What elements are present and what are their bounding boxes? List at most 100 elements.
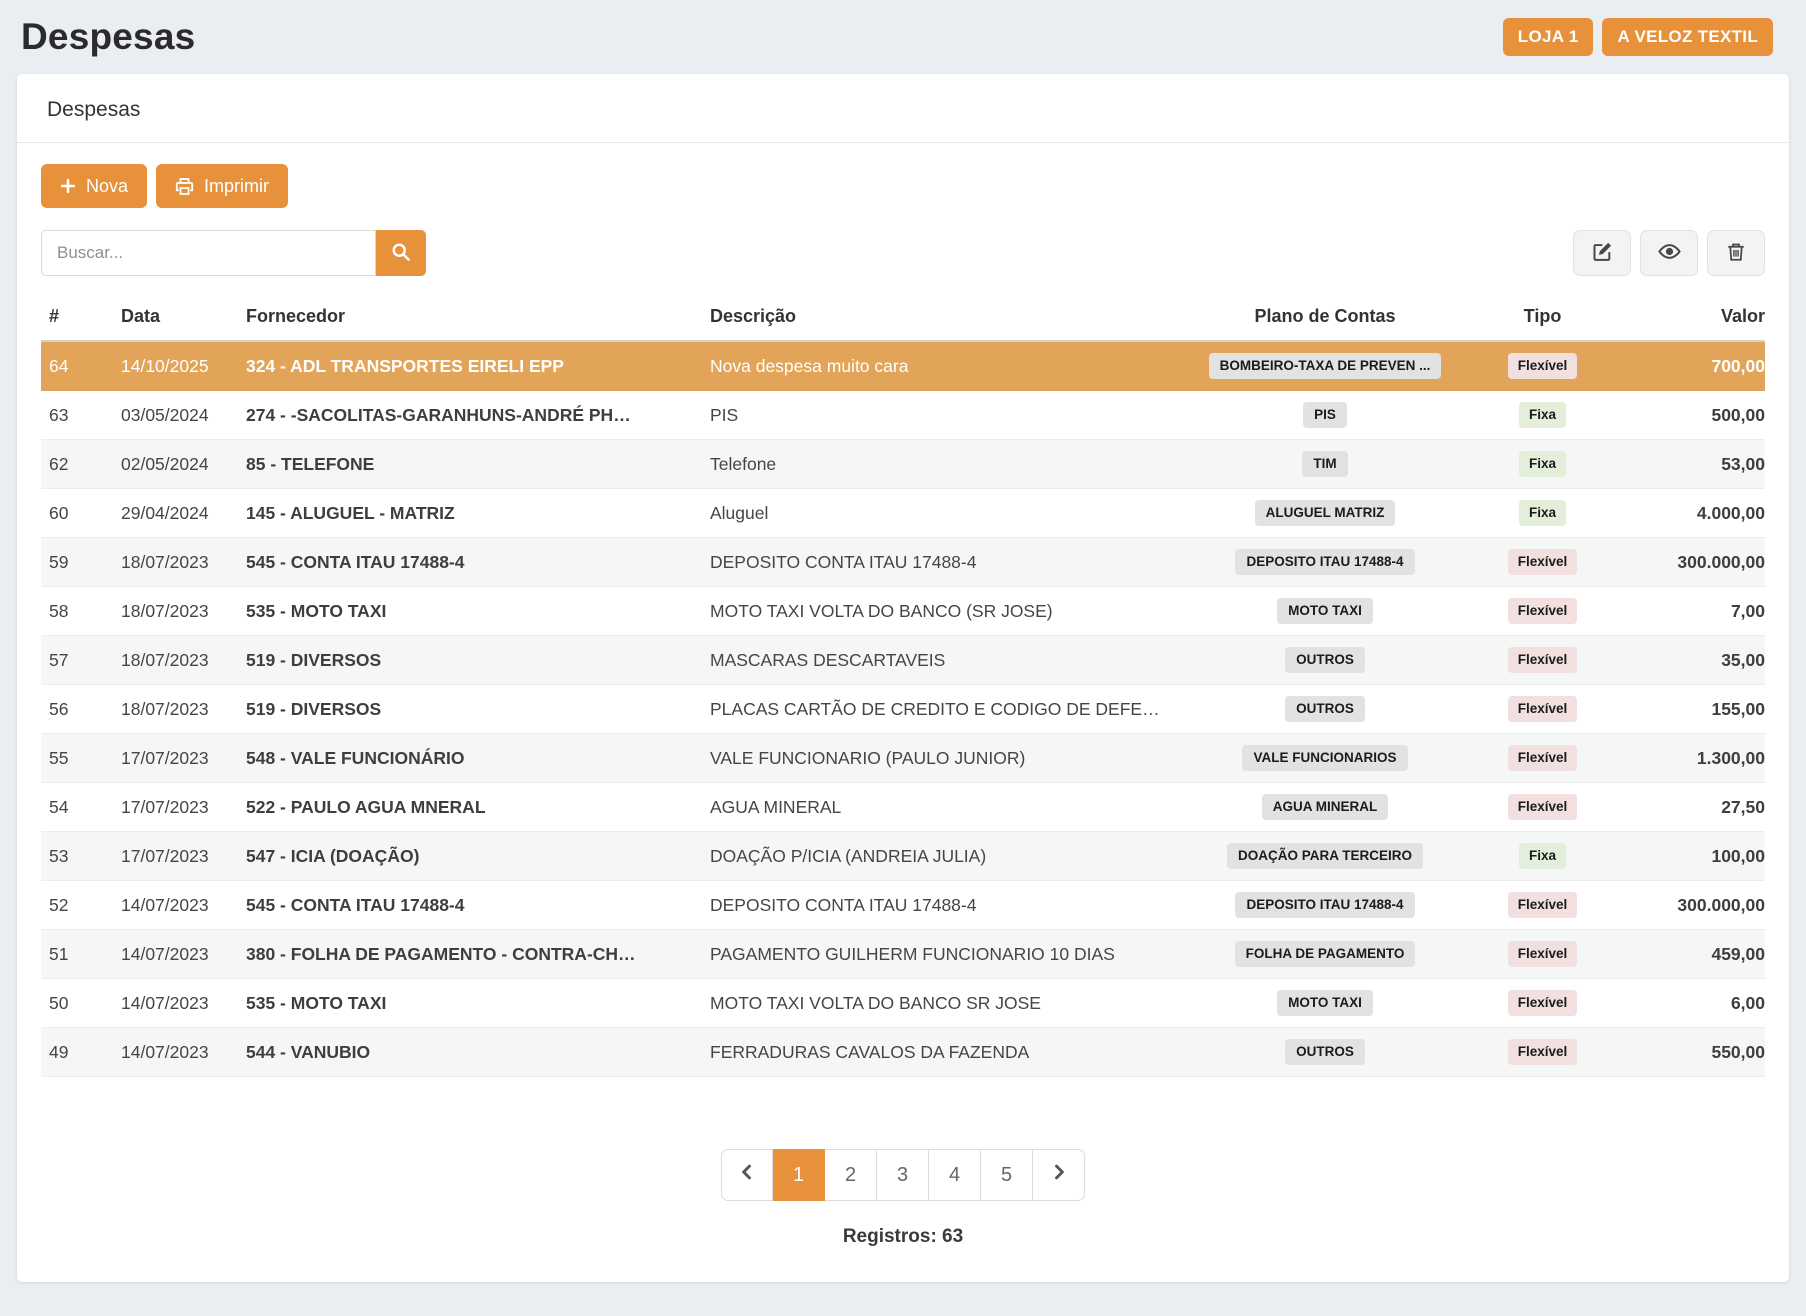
row-supplier: 548 - VALE FUNCIONÁRIO: [246, 748, 710, 769]
table-row[interactable]: 54 17/07/2023 522 - PAULO AGUA MNERAL AG…: [41, 783, 1765, 832]
type-badge: Flexível: [1508, 892, 1578, 918]
toolbar: Nova Imprimir: [17, 143, 1789, 208]
row-supplier: 274 - -SACOLITAS-GARANHUNS-ANDRÉ PH…: [246, 405, 710, 426]
row-date: 14/10/2025: [121, 356, 246, 377]
row-date: 29/04/2024: [121, 503, 246, 524]
delete-button[interactable]: [1707, 230, 1765, 276]
table-row[interactable]: 62 02/05/2024 85 - TELEFONE Telefone TIM…: [41, 440, 1765, 489]
row-id: 60: [41, 503, 121, 524]
view-button[interactable]: [1640, 230, 1698, 276]
new-expense-button[interactable]: Nova: [41, 164, 147, 208]
plan-badge: VALE FUNCIONARIOS: [1242, 745, 1407, 771]
plan-badge: DEPOSITO ITAU 17488-4: [1235, 549, 1414, 575]
type-badge: Flexível: [1508, 598, 1578, 624]
row-description: DOAÇÃO P/ICIA (ANDREIA JULIA): [710, 846, 1180, 867]
row-value: 6,00: [1615, 993, 1765, 1014]
column-header-supplier: Fornecedor: [246, 306, 710, 327]
page-button-1[interactable]: 1: [773, 1149, 825, 1201]
table-row[interactable]: 49 14/07/2023 544 - VANUBIO FERRADURAS C…: [41, 1028, 1765, 1077]
pagination: 12345: [17, 1149, 1789, 1201]
table-row[interactable]: 53 17/07/2023 547 - ICIA (DOAÇÃO) DOAÇÃO…: [41, 832, 1765, 881]
eye-icon: [1658, 240, 1681, 266]
row-date: 14/07/2023: [121, 944, 246, 965]
row-value: 7,00: [1615, 601, 1765, 622]
row-supplier: 145 - ALUGUEL - MATRIZ: [246, 503, 710, 524]
page-button-2[interactable]: 2: [825, 1149, 877, 1201]
prev-page-button[interactable]: [721, 1149, 773, 1201]
table-row[interactable]: 51 14/07/2023 380 - FOLHA DE PAGAMENTO -…: [41, 930, 1765, 979]
type-badge: Fixa: [1519, 500, 1566, 526]
chevron-right-icon: [1050, 1163, 1068, 1187]
row-description: PAGAMENTO GUILHERM FUNCIONARIO 10 DIAS: [710, 944, 1180, 965]
row-supplier: 545 - CONTA ITAU 17488-4: [246, 552, 710, 573]
table-row[interactable]: 58 18/07/2023 535 - MOTO TAXI MOTO TAXI …: [41, 587, 1765, 636]
edit-button[interactable]: [1573, 230, 1631, 276]
row-supplier: 85 - TELEFONE: [246, 454, 710, 475]
table-row[interactable]: 52 14/07/2023 545 - CONTA ITAU 17488-4 D…: [41, 881, 1765, 930]
row-action-buttons: [1573, 230, 1765, 276]
row-id: 50: [41, 993, 121, 1014]
row-supplier: 544 - VANUBIO: [246, 1042, 710, 1063]
top-buttons: LOJA 1 A VELOZ TEXTIL: [1503, 18, 1773, 56]
next-page-button[interactable]: [1033, 1149, 1085, 1201]
row-id: 55: [41, 748, 121, 769]
row-date: 03/05/2024: [121, 405, 246, 426]
column-header-value: Valor: [1615, 306, 1765, 327]
table-row[interactable]: 57 18/07/2023 519 - DIVERSOS MASCARAS DE…: [41, 636, 1765, 685]
type-badge: Flexível: [1508, 549, 1578, 575]
row-description: Aluguel: [710, 503, 1180, 524]
column-header-date: Data: [121, 306, 246, 327]
page-button-5[interactable]: 5: [981, 1149, 1033, 1201]
row-id: 54: [41, 797, 121, 818]
page-button-3[interactable]: 3: [877, 1149, 929, 1201]
plan-badge: BOMBEIRO-TAXA DE PREVEN ...: [1209, 353, 1442, 379]
chevron-left-icon: [738, 1163, 756, 1187]
table-row[interactable]: 56 18/07/2023 519 - DIVERSOS PLACAS CART…: [41, 685, 1765, 734]
table-header: # Data Fornecedor Descrição Plano de Con…: [41, 294, 1765, 342]
row-description: VALE FUNCIONARIO (PAULO JUNIOR): [710, 748, 1180, 769]
type-badge: Flexível: [1508, 745, 1578, 771]
row-date: 02/05/2024: [121, 454, 246, 475]
records-count: Registros: 63: [17, 1226, 1789, 1248]
row-id: 52: [41, 895, 121, 916]
type-badge: Flexível: [1508, 1039, 1578, 1065]
print-button[interactable]: Imprimir: [156, 164, 288, 208]
row-supplier: 519 - DIVERSOS: [246, 650, 710, 671]
column-header-id: #: [41, 306, 121, 327]
search-button[interactable]: [376, 230, 426, 276]
page-button-4[interactable]: 4: [929, 1149, 981, 1201]
store-button[interactable]: LOJA 1: [1503, 18, 1594, 56]
search-input[interactable]: [41, 230, 376, 276]
row-description: MOTO TAXI VOLTA DO BANCO SR JOSE: [710, 993, 1180, 1014]
table-row[interactable]: 50 14/07/2023 535 - MOTO TAXI MOTO TAXI …: [41, 979, 1765, 1028]
row-value: 300.000,00: [1615, 895, 1765, 916]
row-date: 17/07/2023: [121, 846, 246, 867]
plan-badge: DEPOSITO ITAU 17488-4: [1235, 892, 1414, 918]
magnifier-icon: [391, 242, 411, 265]
plus-icon: [60, 178, 76, 194]
table-row[interactable]: 63 03/05/2024 274 - -SACOLITAS-GARANHUNS…: [41, 391, 1765, 440]
row-id: 57: [41, 650, 121, 671]
table-row[interactable]: 59 18/07/2023 545 - CONTA ITAU 17488-4 D…: [41, 538, 1765, 587]
top-bar: Despesas LOJA 1 A VELOZ TEXTIL: [0, 0, 1806, 70]
plan-badge: PIS: [1303, 402, 1347, 428]
row-id: 56: [41, 699, 121, 720]
plan-badge: MOTO TAXI: [1277, 598, 1373, 624]
plan-badge: FOLHA DE PAGAMENTO: [1235, 941, 1416, 967]
row-value: 155,00: [1615, 699, 1765, 720]
table-row[interactable]: 64 14/10/2025 324 - ADL TRANSPORTES EIRE…: [41, 342, 1765, 391]
table-row[interactable]: 55 17/07/2023 548 - VALE FUNCIONÁRIO VAL…: [41, 734, 1765, 783]
search-group: [41, 230, 426, 276]
row-date: 14/07/2023: [121, 993, 246, 1014]
row-supplier: 545 - CONTA ITAU 17488-4: [246, 895, 710, 916]
trash-icon: [1726, 242, 1746, 265]
row-id: 63: [41, 405, 121, 426]
search-row: [17, 208, 1789, 276]
table-row[interactable]: 60 29/04/2024 145 - ALUGUEL - MATRIZ Alu…: [41, 489, 1765, 538]
column-header-plan: Plano de Contas: [1180, 306, 1470, 327]
plan-badge: DOAÇÃO PARA TERCEIRO: [1227, 843, 1423, 869]
type-badge: Fixa: [1519, 402, 1566, 428]
plan-badge: OUTROS: [1285, 1039, 1365, 1065]
row-value: 300.000,00: [1615, 552, 1765, 573]
company-button[interactable]: A VELOZ TEXTIL: [1602, 18, 1773, 56]
